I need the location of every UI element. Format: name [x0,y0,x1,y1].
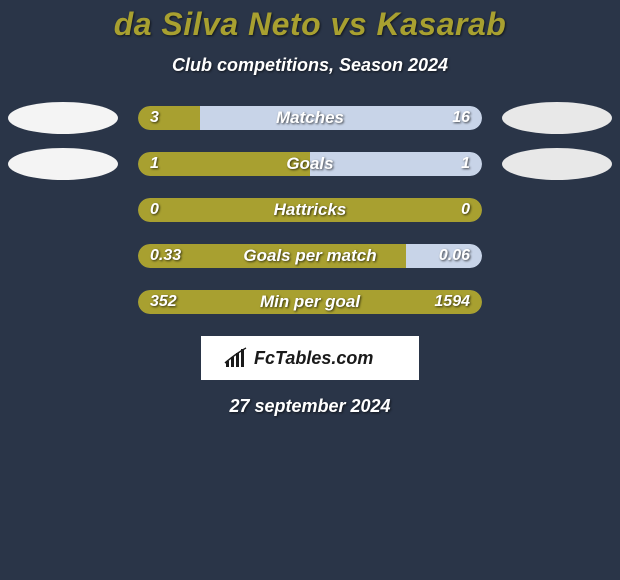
player-badge-right [502,148,612,180]
brand-box: FcTables.com [201,336,419,380]
bar-segment-left [138,244,406,268]
player-badge-right [502,102,612,134]
stat-row: Matches316 [0,106,620,130]
footer-date: 27 september 2024 [0,396,620,417]
bar-segment-left [138,290,482,314]
comparison-card: da Silva Neto vs Kasarab Club competitio… [0,0,620,417]
bar-segment-right [200,106,482,130]
stat-row: Min per goal3521594 [0,290,620,314]
stat-row: Hattricks00 [0,198,620,222]
stat-bar: Hattricks00 [138,198,482,222]
bar-segment-right [406,244,482,268]
bar-segment-left [138,106,200,130]
subtitle: Club competitions, Season 2024 [0,55,620,76]
player-badge-left [8,102,118,134]
player-badge-left [8,148,118,180]
stat-rows: Matches316 Goals11 Hattricks00 Goals per ma… [0,106,620,314]
bar-segment-left [138,152,310,176]
stat-bar: Min per goal3521594 [138,290,482,314]
fctables-logo-icon: FcTables.com [220,343,400,373]
bar-segment-right [310,152,482,176]
stat-bar: Goals11 [138,152,482,176]
page-title: da Silva Neto vs Kasarab [0,6,620,43]
stat-row: Goals per match0.330.06 [0,244,620,268]
stat-row: Goals11 [0,152,620,176]
bar-segment-left [138,198,482,222]
stat-bar: Matches316 [138,106,482,130]
stat-bar: Goals per match0.330.06 [138,244,482,268]
brand-text: FcTables.com [254,348,373,368]
